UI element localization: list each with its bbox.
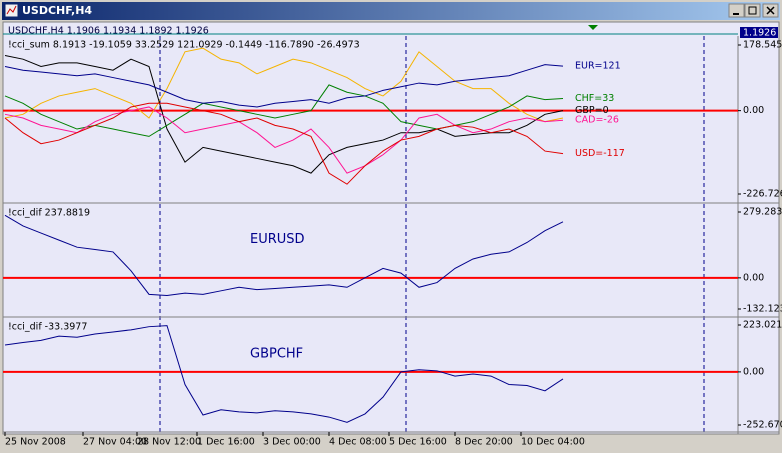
x-tick-label: 3 Dec 00:00: [263, 437, 321, 448]
maximize-glyph: [748, 6, 757, 15]
price-box: [740, 27, 778, 38]
series-label: USD=-117: [575, 148, 625, 159]
series-line: [4, 106, 564, 174]
price-marker: [588, 25, 598, 30]
panel-title: !cci_dif 237.8819: [8, 208, 90, 219]
price-label: 1.1926: [743, 28, 776, 39]
x-tick-label: 1 Dec 16:00: [197, 437, 255, 448]
window-title: USDCHF,H4: [22, 4, 92, 17]
symbol-info: USDCHF,H4 1.1906 1.1934 1.1892 1.1926: [8, 26, 209, 37]
series-label: GBP=0: [575, 105, 609, 116]
x-tick-label: 10 Dec 04:00: [521, 437, 585, 448]
y-tick-label: 0.00: [743, 105, 764, 116]
annotation: GBPCHF: [250, 346, 303, 361]
y-tick-label: -226.726: [743, 189, 782, 200]
y-tick-label: 178.5452: [743, 40, 782, 51]
series-line: [4, 325, 564, 423]
series-line: [4, 102, 564, 185]
series-label: CAD=-26: [575, 115, 619, 126]
x-tick-label: 27 Nov 04:00: [83, 437, 147, 448]
y-tick-label: 279.2833: [743, 207, 782, 218]
title-bar: [2, 2, 780, 20]
close-glyph: [766, 6, 775, 15]
y-tick-label: 0.00: [743, 366, 764, 377]
y-tick-label: 0.00: [743, 272, 764, 283]
y-tick-label: 223.0211: [743, 320, 782, 331]
y-tick-label: -132.123: [743, 304, 782, 315]
series-label: EUR=121: [575, 61, 621, 72]
x-tick-label: 4 Dec 08:00: [329, 437, 387, 448]
x-tick-label: 8 Dec 20:00: [455, 437, 513, 448]
x-tick-label: 28 Nov 12:00: [137, 437, 201, 448]
y-tick-label: -252.670: [743, 420, 782, 431]
series-line: [4, 214, 564, 297]
panel-title: !cci_dif -33.3977: [8, 322, 87, 333]
x-tick-label: 25 Nov 2008: [5, 437, 66, 448]
panel-title: !cci_sum 8.1913 -19.1059 33.2529 121.092…: [8, 40, 360, 51]
annotation: EURUSD: [250, 232, 305, 247]
series-line: [4, 64, 564, 108]
series-line: [4, 84, 564, 137]
window-icon-glyph: [6, 5, 17, 15]
x-tick-label: 5 Dec 16:00: [389, 437, 447, 448]
window-buttons[interactable]: [728, 3, 779, 18]
minimize-button[interactable]: [728, 3, 745, 18]
maximize-button[interactable]: [744, 3, 761, 18]
series-label: CHF=33: [575, 93, 614, 104]
series-line: [4, 47, 564, 123]
series-line: [4, 55, 564, 174]
chart-area: [2, 21, 780, 435]
